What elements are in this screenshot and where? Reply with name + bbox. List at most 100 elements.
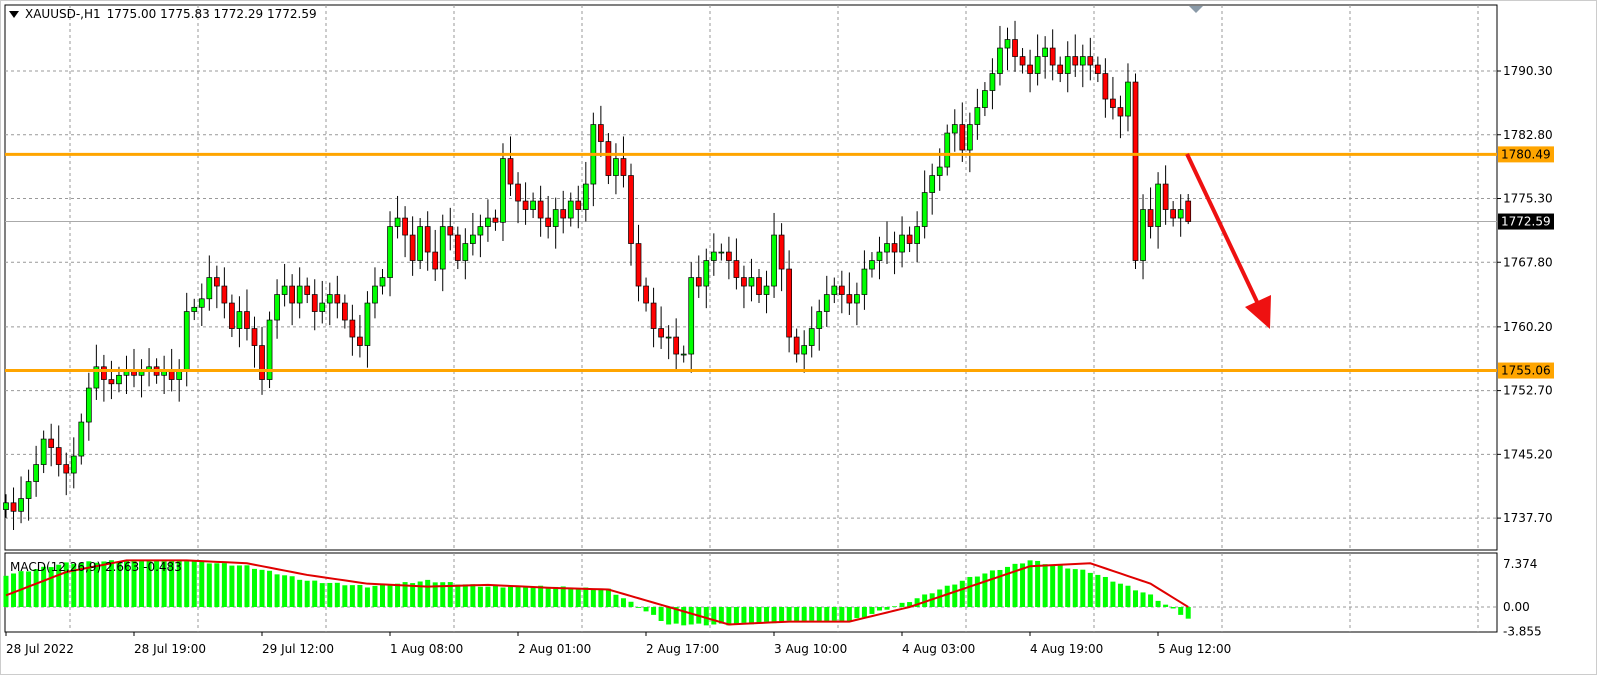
bull-candle xyxy=(93,366,100,389)
bull-candle xyxy=(326,294,333,304)
macd-histogram-bar xyxy=(184,561,190,607)
bull-candle xyxy=(899,234,905,253)
bull-candle xyxy=(801,345,808,355)
bull-candle xyxy=(1079,56,1086,66)
macd-histogram-bar xyxy=(63,562,69,607)
macd-histogram-bar xyxy=(748,607,754,625)
bull-candle xyxy=(718,251,725,254)
bull-candle xyxy=(869,260,875,270)
bull-candle xyxy=(530,200,536,210)
bear-candle xyxy=(1087,56,1094,66)
bear-candle xyxy=(1147,209,1154,227)
macd-histogram-bar xyxy=(440,582,446,607)
macd-histogram-bar xyxy=(1087,572,1093,607)
bull-candle xyxy=(191,306,198,312)
macd-histogram-bar xyxy=(78,562,84,607)
macd-histogram-bar xyxy=(553,586,559,607)
bear-candle xyxy=(1049,47,1056,66)
bear-candle xyxy=(741,277,747,287)
bear-candle xyxy=(1185,200,1192,222)
level-label: 1755.06 xyxy=(1501,364,1551,378)
macd-histogram-bar xyxy=(598,589,604,607)
dropdown-triangle-icon[interactable] xyxy=(9,10,19,18)
bull-candle xyxy=(394,217,401,227)
macd-histogram-bar xyxy=(801,607,807,622)
bull-candle xyxy=(966,124,973,151)
bull-candle xyxy=(25,481,32,499)
bear-candle xyxy=(63,464,70,474)
macd-histogram-bar xyxy=(470,584,476,607)
macd-histogram-bar xyxy=(854,607,860,619)
macd-histogram-bar xyxy=(154,559,160,607)
macd-histogram-bar xyxy=(831,607,837,621)
macd-histogram-bar xyxy=(327,582,333,607)
macd-histogram-bar xyxy=(703,607,709,626)
macd-histogram-bar xyxy=(658,607,664,621)
macd-histogram-bar xyxy=(380,584,385,607)
symbol-label: XAUUSD-,H1 xyxy=(25,7,101,21)
bull-candle xyxy=(274,294,280,321)
macd-histogram-bar xyxy=(1004,566,1010,607)
bear-candle xyxy=(1170,209,1177,219)
macd-histogram-bar xyxy=(944,585,950,607)
macd-histogram-bar xyxy=(1117,583,1123,607)
bear-candle xyxy=(906,234,913,244)
macd-histogram-bar xyxy=(387,585,393,607)
macd-histogram-bar xyxy=(26,571,32,607)
bull-candle xyxy=(1004,39,1011,49)
macd-histogram-bar xyxy=(334,582,340,607)
macd-histogram-bar xyxy=(93,562,99,607)
macd-histogram-bar xyxy=(282,575,288,607)
macd-histogram-bar xyxy=(86,561,92,607)
macd-histogram-bar xyxy=(357,584,363,607)
bull-candle xyxy=(364,302,371,346)
macd-histogram-bar xyxy=(1072,569,1078,607)
macd-histogram-bar xyxy=(477,586,483,607)
current-price-label-bg xyxy=(1498,213,1554,230)
bull-candle xyxy=(379,277,386,287)
macd-histogram-bar xyxy=(515,585,521,607)
macd-histogram-bar xyxy=(726,607,732,626)
macd-histogram-bar xyxy=(651,607,657,615)
bull-candle xyxy=(703,260,710,287)
bear-candle xyxy=(673,336,680,355)
price-tick-label: 1775.30 xyxy=(1503,192,1553,206)
macd-histogram-bar xyxy=(267,570,273,607)
bull-candle xyxy=(861,268,868,295)
bear-candle xyxy=(695,277,702,287)
price-tick-label: 1752.70 xyxy=(1503,384,1553,398)
bull-candle xyxy=(470,234,476,244)
bear-candle xyxy=(1027,64,1033,74)
macd-tick-label: 7.374 xyxy=(1503,557,1537,571)
macd-histogram-bar xyxy=(131,559,137,607)
macd-histogram-bar xyxy=(688,607,694,625)
macd-histogram-bar xyxy=(304,580,310,607)
price-tick-label: 1782.80 xyxy=(1503,128,1553,142)
bull-candle xyxy=(688,277,695,355)
macd-histogram-bar xyxy=(229,565,235,607)
macd-histogram-bar xyxy=(1080,569,1086,607)
bull-candle xyxy=(854,294,860,304)
macd-histogram-bar xyxy=(462,584,468,607)
bull-candle xyxy=(831,285,838,295)
macd-histogram-bar xyxy=(221,563,227,607)
macd-histogram-bar xyxy=(123,560,129,607)
bear-candle xyxy=(101,366,107,380)
macd-histogram-bar xyxy=(1012,563,1018,607)
macd-histogram-bar xyxy=(583,587,589,607)
macd-histogram-bar xyxy=(56,564,62,607)
bull-candle xyxy=(997,47,1003,74)
macd-histogram-bar xyxy=(892,606,898,607)
macd-histogram-bar xyxy=(560,586,566,607)
macd-histogram-bar xyxy=(681,607,687,626)
macd-histogram-bar xyxy=(937,589,943,607)
time-tick-label: 28 Jul 2022 xyxy=(6,642,74,656)
macd-histogram-bar xyxy=(839,607,845,623)
macd-signal-line xyxy=(5,559,1189,626)
current-price-label: 1772.59 xyxy=(1501,215,1551,229)
time-tick-label: 4 Aug 03:00 xyxy=(902,642,975,656)
macd-histogram-bar xyxy=(959,580,965,607)
bear-candle xyxy=(598,124,604,142)
